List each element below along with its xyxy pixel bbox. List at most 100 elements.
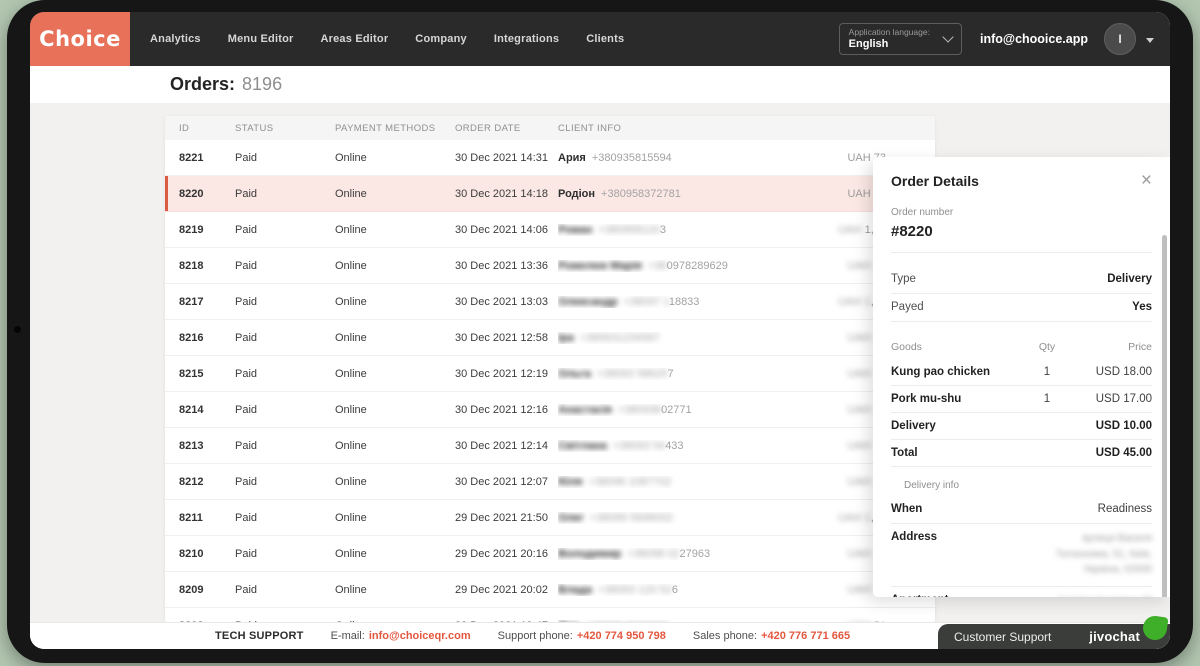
client-info: Олександр +38097 118833 bbox=[558, 295, 700, 308]
order-id: 8218 bbox=[179, 259, 204, 272]
table-row[interactable]: 8218 Paid Online 30 Dec 2021 13:36 Рожел… bbox=[165, 248, 935, 284]
payed-value: Yes bbox=[1132, 301, 1152, 313]
apartment-label: Apartment bbox=[891, 594, 949, 598]
main-nav: Analytics Menu Editor Areas Editor Compa… bbox=[150, 33, 624, 45]
order-id: 8209 bbox=[179, 583, 204, 596]
address-row: Address вулиця Василя Тютюнника, 51, Київ… bbox=[891, 524, 1152, 587]
order-number-value: #8220 bbox=[891, 223, 1152, 253]
order-status: Paid bbox=[235, 259, 258, 272]
table-row[interactable]: 8209 Paid Online 29 Dec 2021 20:02 Влада… bbox=[165, 572, 935, 608]
jivochat-logo: jivochat bbox=[1089, 629, 1140, 644]
delivery-price: USD 10.00 bbox=[1095, 420, 1152, 432]
order-id: 8213 bbox=[179, 439, 204, 452]
nav-item-menu-editor[interactable]: Menu Editor bbox=[227, 33, 294, 45]
order-status: Paid bbox=[235, 367, 258, 380]
order-date: 29 Dec 2021 21:50 bbox=[455, 511, 548, 524]
sales-phone-label: Sales phone: bbox=[692, 630, 758, 642]
when-value: Readiness bbox=[1097, 503, 1152, 515]
order-date: 30 Dec 2021 14:18 bbox=[455, 187, 548, 200]
language-selected-value: English bbox=[848, 38, 889, 50]
nav-item-integrations[interactable]: Integrations bbox=[493, 33, 560, 45]
nav-item-analytics[interactable]: Analytics bbox=[150, 33, 201, 45]
payment-method: Online bbox=[335, 511, 367, 524]
price-label: Price bbox=[1128, 341, 1152, 353]
language-select-label: Application language: bbox=[848, 27, 930, 37]
order-status: Paid bbox=[235, 583, 258, 596]
payment-method: Online bbox=[335, 403, 367, 416]
order-date: 29 Dec 2021 20:02 bbox=[455, 583, 548, 596]
payment-method: Online bbox=[335, 151, 367, 164]
close-icon[interactable]: × bbox=[1140, 170, 1152, 191]
account-email: info@chooice.app bbox=[979, 32, 1088, 46]
jivochat-widget[interactable]: Customer Support jivochat bbox=[938, 614, 1170, 649]
avatar[interactable]: I bbox=[1104, 23, 1136, 55]
client-info: Олег +38099 5698002 bbox=[558, 511, 673, 524]
col-header-payment: PAYMENT METHODS bbox=[335, 122, 436, 134]
order-id: 8215 bbox=[179, 367, 204, 380]
table-row[interactable]: 8219 Paid Online 30 Dec 2021 14:06 Роман… bbox=[165, 212, 935, 248]
order-date: 30 Dec 2021 12:07 bbox=[455, 475, 548, 488]
order-status: Paid bbox=[235, 511, 258, 524]
client-info: Юля +38096 1087702 bbox=[558, 475, 672, 488]
payment-method: Online bbox=[335, 475, 367, 488]
content-area: ID STATUS PAYMENT METHODS ORDER DATE CLI… bbox=[30, 103, 1170, 622]
table-row[interactable]: 8221 Paid Online 30 Dec 2021 14:31 Ария +… bbox=[165, 140, 935, 176]
support-phone-label: Support phone: bbox=[497, 630, 573, 642]
table-row[interactable]: 8217 Paid Online 30 Dec 2021 13:03 Олекс… bbox=[165, 284, 935, 320]
email-label: E-mail: bbox=[330, 630, 365, 642]
chevron-down-icon bbox=[942, 31, 954, 43]
col-header-status: STATUS bbox=[235, 122, 274, 134]
table-row[interactable]: 8215 Paid Online 30 Dec 2021 12:19 Ольга… bbox=[165, 356, 935, 392]
payment-method: Online bbox=[335, 331, 367, 344]
table-row[interactable]: 8216 Paid Online 30 Dec 2021 12:58 Іра +3… bbox=[165, 320, 935, 356]
panel-scrollbar[interactable] bbox=[1162, 235, 1167, 597]
order-status: Paid bbox=[235, 151, 258, 164]
client-info: Іра +380631234567 bbox=[558, 331, 660, 344]
apartment-row: Apartment 2 під'їзд 8 поверх 78квартира bbox=[891, 587, 1152, 598]
payment-method: Online bbox=[335, 259, 367, 272]
order-date: 29 Dec 2021 19:47 bbox=[455, 620, 558, 623]
goods-list: Kung pao chicken 1 USD 18.00 Pork mu-shu… bbox=[891, 359, 1152, 413]
total-row: Total USD 45.00 bbox=[891, 440, 1152, 467]
bezel-camera-dot bbox=[14, 326, 21, 333]
panel-title: Order Details bbox=[891, 173, 979, 189]
nav-item-areas-editor[interactable]: Areas Editor bbox=[320, 33, 389, 45]
table-row[interactable]: 8213 Paid Online 30 Dec 2021 12:14 Світл… bbox=[165, 428, 935, 464]
table-row[interactable]: 8208 Paid Online 29 Dec 2021 19:47 Яна+3… bbox=[165, 608, 935, 623]
jivochat-leaf-icon bbox=[1141, 614, 1169, 642]
nav-item-company[interactable]: Company bbox=[415, 33, 467, 45]
support-phone-link[interactable]: +420 774 950 798 bbox=[576, 630, 666, 642]
client-info: Рожелюк Марія +380978289629 bbox=[558, 259, 728, 272]
goods-item-name: Kung pao chicken bbox=[891, 366, 991, 378]
apartment-value: 2 під'їзд 8 поверх 78квартира bbox=[1058, 594, 1152, 598]
order-id: 8219 bbox=[179, 223, 204, 236]
order-status: Paid bbox=[235, 620, 335, 623]
payment-method: Online bbox=[335, 223, 367, 236]
table-row[interactable]: 8220 Paid Online 30 Dec 2021 14:18 Родіо… bbox=[165, 176, 935, 212]
table-row[interactable]: 8210 Paid Online 29 Dec 2021 20:16 Волод… bbox=[165, 536, 935, 572]
table-row[interactable]: 8214 Paid Online 30 Dec 2021 12:16 Анаст… bbox=[165, 392, 935, 428]
delivery-row: Delivery USD 10.00 bbox=[891, 413, 1152, 440]
order-id: 8210 bbox=[179, 547, 204, 560]
chat-label: Customer Support bbox=[954, 629, 1052, 644]
order-price: UAH 51 bbox=[806, 620, 921, 623]
col-header-id: ID bbox=[179, 122, 190, 134]
client-info: Світлана +38093 54433 bbox=[558, 439, 684, 452]
choice-logo[interactable]: Choice bbox=[30, 12, 130, 66]
delivery-info-label: Delivery info bbox=[904, 480, 960, 491]
order-id: 8220 bbox=[179, 187, 204, 200]
account-menu-caret-icon[interactable] bbox=[1146, 37, 1154, 43]
nav-item-clients[interactable]: Clients bbox=[586, 33, 625, 45]
sales-phone-link[interactable]: +420 776 771 665 bbox=[761, 630, 851, 642]
total-price: USD 45.00 bbox=[1095, 447, 1152, 459]
goods-header: Goods Qty Price bbox=[891, 335, 1152, 359]
goods-item-qty: 1 bbox=[1043, 366, 1051, 378]
client-info: Анастасія +38093802771 bbox=[558, 403, 692, 416]
order-date: 30 Dec 2021 14:06 bbox=[455, 223, 548, 236]
language-select[interactable]: Application language: English bbox=[838, 23, 962, 55]
payment-method: Online bbox=[335, 187, 367, 200]
table-row[interactable]: 8212 Paid Online 30 Dec 2021 12:07 Юля +3… bbox=[165, 464, 935, 500]
client-info: Влада +38093 120 526 bbox=[558, 583, 678, 596]
table-row[interactable]: 8211 Paid Online 29 Dec 2021 21:50 Олег +… bbox=[165, 500, 935, 536]
support-email-link[interactable]: info@choiceqr.com bbox=[368, 630, 471, 642]
